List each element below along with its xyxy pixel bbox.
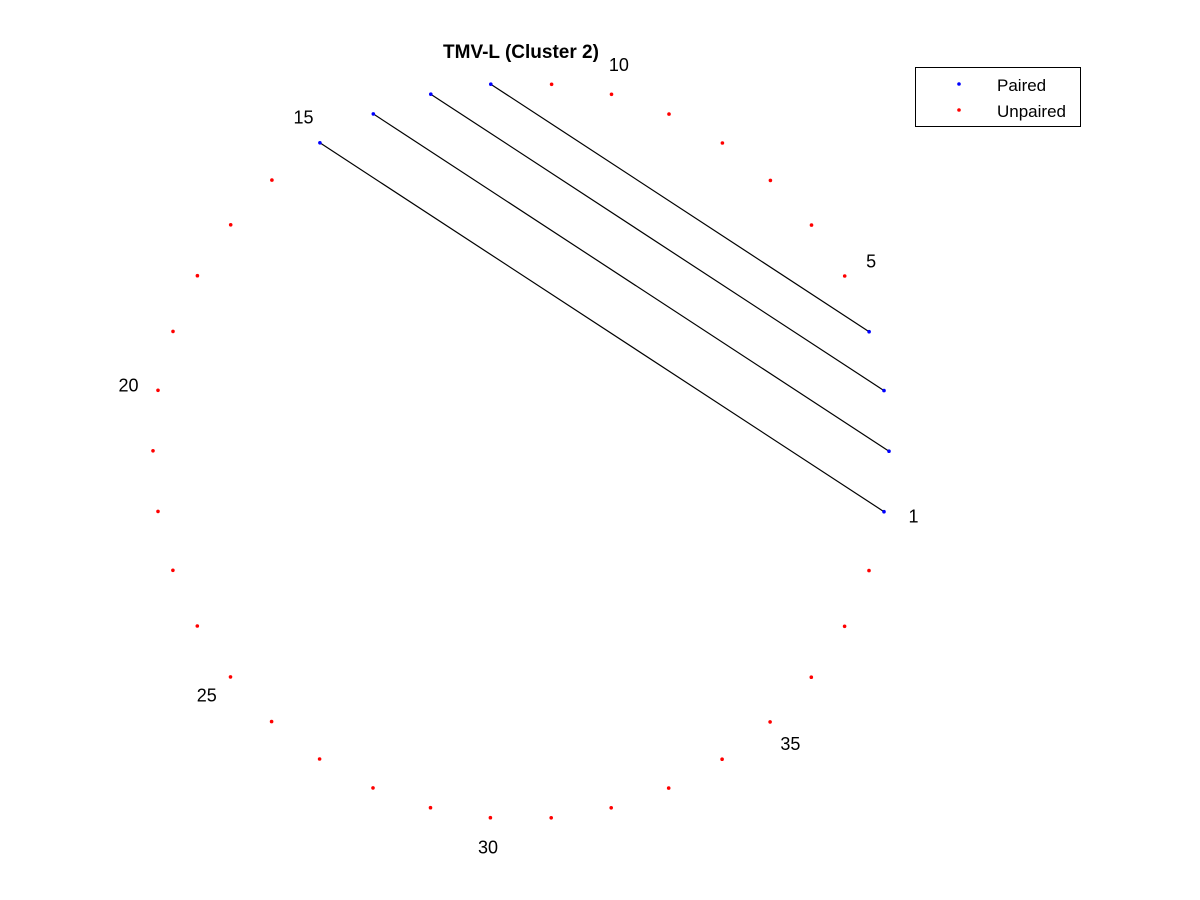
node-1 <box>882 509 886 514</box>
node-5 <box>842 274 847 278</box>
node-22 <box>156 509 160 514</box>
node-label-35: 35 <box>780 734 800 754</box>
nodes <box>151 82 891 820</box>
node-32 <box>609 806 613 810</box>
node-29 <box>428 805 433 810</box>
pair-line-4-12 <box>490 83 870 333</box>
node-12 <box>489 82 493 86</box>
node-7 <box>768 178 773 183</box>
node-10 <box>609 92 614 97</box>
legend: Paired Unpaired <box>915 67 1081 127</box>
node-16 <box>270 178 274 182</box>
node-14 <box>371 112 376 116</box>
node-35 <box>768 720 772 724</box>
node-30 <box>488 815 493 820</box>
node-28 <box>371 786 375 790</box>
legend-unpaired-label: Unpaired <box>997 102 1066 121</box>
node-25 <box>228 675 233 679</box>
node-19 <box>171 329 175 334</box>
node-4 <box>867 329 871 334</box>
node-23 <box>171 568 175 573</box>
node-8 <box>720 141 725 145</box>
pair-line-2-14 <box>372 113 890 452</box>
node-9 <box>667 112 671 116</box>
pair-line-1-15 <box>319 142 885 513</box>
legend-box <box>915 67 1081 127</box>
node-33 <box>666 786 671 790</box>
node-26 <box>269 719 274 724</box>
node-13 <box>429 92 433 96</box>
node-label-30: 30 <box>478 838 498 858</box>
node-15 <box>318 141 322 145</box>
pair-lines <box>319 83 890 513</box>
legend-unpaired-marker <box>957 108 961 112</box>
node-label-10: 10 <box>609 55 629 75</box>
node-label-5: 5 <box>866 252 876 272</box>
node-label-1: 1 <box>908 507 918 527</box>
node-11 <box>549 82 554 87</box>
node-label-25: 25 <box>197 685 217 705</box>
pair-line-3-13 <box>430 93 885 392</box>
node-21 <box>151 449 155 453</box>
node-2 <box>887 449 891 454</box>
node-18 <box>195 273 200 278</box>
legend-paired-marker <box>957 82 961 86</box>
node-27 <box>317 757 322 761</box>
node-label-15: 15 <box>293 108 313 128</box>
node-24 <box>195 624 200 628</box>
node-6 <box>809 223 814 227</box>
node-36 <box>809 675 814 679</box>
legend-paired-label: Paired <box>997 76 1046 95</box>
node-20 <box>156 388 160 393</box>
node-38 <box>867 568 871 573</box>
node-3 <box>882 388 886 393</box>
chart-title: TMV-L (Cluster 2) <box>443 42 599 63</box>
node-31 <box>549 816 553 820</box>
node-34 <box>720 757 724 761</box>
node-17 <box>228 223 233 227</box>
node-label-20: 20 <box>118 375 138 395</box>
node-37 <box>842 624 847 629</box>
